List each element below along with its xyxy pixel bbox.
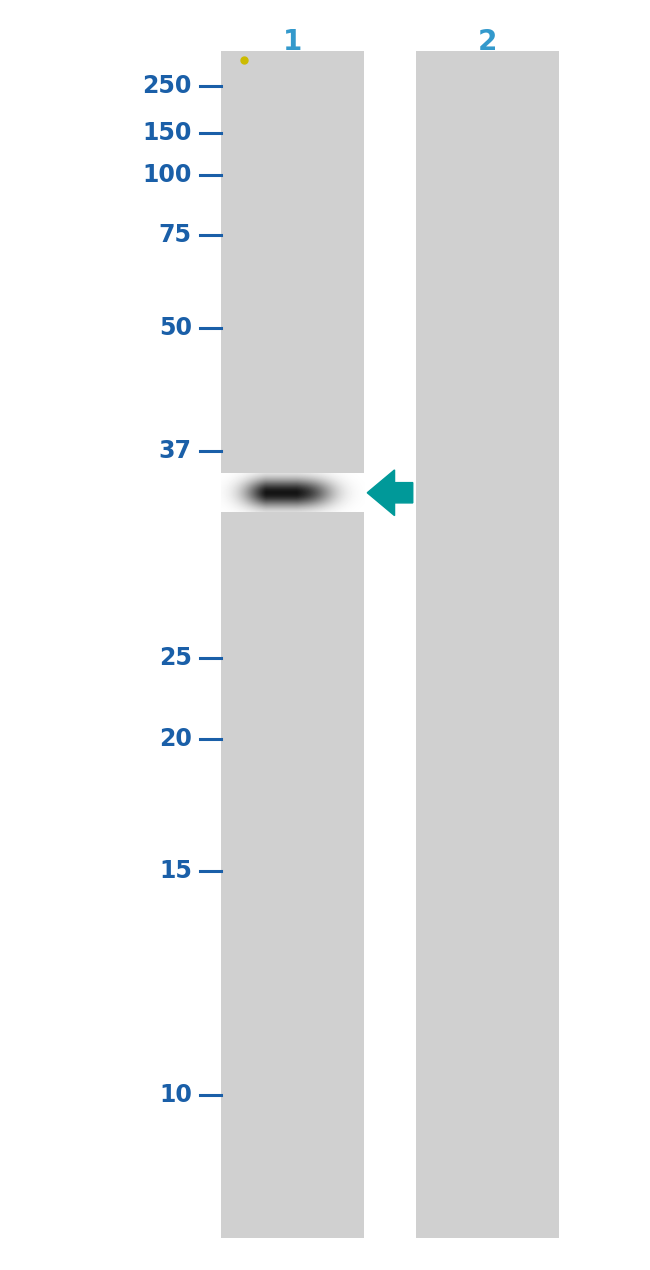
Text: 250: 250 [142,75,192,98]
Bar [416,51,559,1238]
Text: 25: 25 [159,646,192,669]
Text: 15: 15 [159,860,192,883]
Text: 37: 37 [159,439,192,462]
Text: 100: 100 [142,164,192,187]
Text: 50: 50 [159,316,192,339]
Text: 10: 10 [159,1083,192,1106]
Text: 1: 1 [283,28,302,56]
Text: 2: 2 [478,28,497,56]
FancyArrow shape [367,470,413,516]
Text: 150: 150 [142,122,192,145]
Bar [221,51,364,1238]
Point [239,50,249,70]
Text: 20: 20 [159,728,192,751]
Text: 75: 75 [159,224,192,246]
